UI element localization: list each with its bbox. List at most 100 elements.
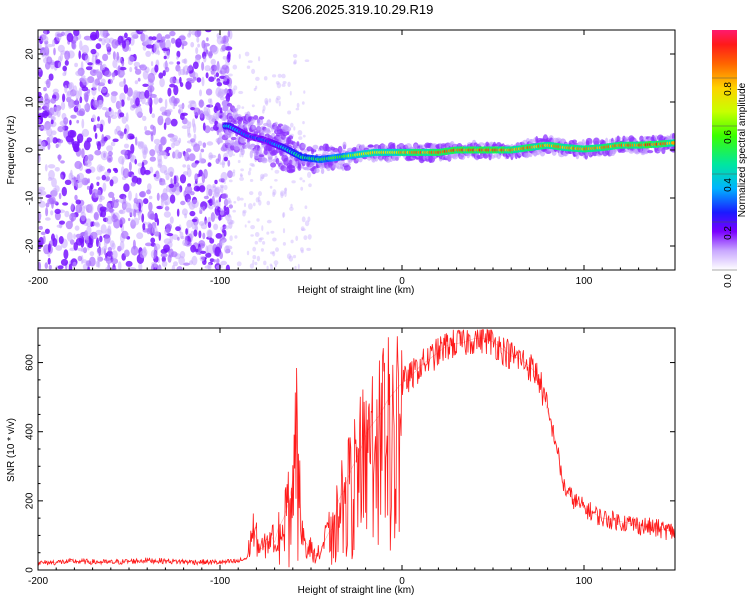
spectrogram-heatmap (38, 30, 675, 270)
noise-blob (268, 98, 272, 103)
noise-blob (218, 91, 222, 95)
ridge-halo (258, 116, 265, 120)
ridge-halo (306, 146, 313, 152)
noise-blob (186, 167, 192, 178)
noise-blob (159, 77, 165, 88)
noise-blob (204, 171, 208, 177)
noise-blob (123, 249, 130, 257)
noise-blob (94, 132, 98, 140)
noise-blob (242, 210, 246, 217)
noise-blob (219, 159, 222, 166)
noise-blob (300, 226, 305, 232)
noise-blob (176, 61, 181, 65)
noise-blob (44, 228, 50, 234)
noise-blob (251, 164, 256, 168)
noise-blob (184, 151, 190, 162)
noise-blob (55, 245, 63, 251)
noise-blob (243, 202, 247, 208)
noise-blob (158, 72, 164, 79)
ridge-halo (263, 129, 271, 134)
noise-blob (38, 200, 46, 208)
noise-blob (197, 43, 201, 48)
noise-blob (223, 76, 228, 82)
snr-series-line (38, 329, 675, 568)
noise-blob (38, 106, 42, 111)
ridge-halo (223, 111, 227, 116)
noise-blob (159, 181, 167, 186)
noise-blob (224, 245, 230, 254)
noise-blob (90, 183, 94, 190)
y-tick-label: 400 (25, 423, 36, 440)
noise-blob (222, 224, 227, 230)
noise-blob (269, 263, 273, 267)
noise-blob (266, 219, 272, 224)
noise-blob (48, 196, 56, 204)
noise-blob (83, 140, 91, 151)
noise-blob (141, 161, 145, 169)
noise-blob (144, 169, 151, 175)
noise-blob (184, 185, 193, 194)
noise-blob (186, 219, 193, 228)
noise-blob (176, 56, 179, 60)
noise-blob (202, 122, 206, 131)
noise-blob (216, 140, 224, 144)
noise-blob (244, 51, 250, 57)
noise-blob (191, 255, 198, 266)
x-tick-label: 0 (399, 576, 405, 587)
noise-blob (164, 34, 171, 39)
ridge-halo (575, 151, 580, 160)
noise-blob (297, 263, 300, 270)
noise-blob (199, 110, 204, 119)
noise-blob (294, 265, 297, 270)
noise-blob (205, 245, 209, 254)
noise-blob (126, 87, 133, 97)
noise-blob (142, 45, 147, 51)
noise-blob (105, 266, 110, 270)
noise-blob (148, 195, 153, 200)
noise-blob (91, 55, 95, 66)
colorbar-tick-label: 0.2 (723, 226, 734, 240)
noise-blob (163, 122, 167, 130)
noise-blob (266, 231, 270, 235)
noise-blob (188, 64, 193, 71)
noise-blob (93, 211, 99, 221)
noise-blob (126, 96, 131, 101)
noise-blob (38, 67, 42, 72)
noise-blob (282, 81, 287, 84)
noise-blob (117, 261, 122, 270)
noise-blob (189, 210, 196, 217)
noise-blob (55, 143, 59, 149)
noise-blob (270, 251, 274, 255)
ridge-halo (647, 150, 654, 154)
ridge-halo (261, 157, 267, 162)
noise-blob (201, 61, 205, 71)
noise-blob (293, 61, 297, 65)
noise-blob (132, 239, 136, 250)
y-tick-label: 0 (25, 567, 36, 573)
noise-blob (128, 217, 131, 222)
noise-blob (302, 179, 306, 183)
noise-blob (219, 240, 225, 246)
noise-blob (153, 96, 159, 105)
noise-blob (93, 124, 97, 132)
noise-blob (111, 242, 116, 250)
noise-blob (118, 199, 125, 203)
noise-blob (223, 180, 226, 185)
noise-blob (90, 31, 98, 41)
noise-blob (111, 267, 117, 270)
noise-blob (266, 200, 271, 206)
noise-blob (239, 176, 245, 181)
noise-blob (183, 262, 190, 266)
ridge-halo (343, 165, 351, 171)
noise-blob (75, 204, 83, 214)
noise-blob (141, 213, 145, 223)
noise-blob (172, 234, 179, 241)
noise-blob (276, 82, 282, 89)
noise-blob (247, 170, 251, 176)
ridge-halo (228, 116, 234, 120)
noise-blob (215, 72, 219, 78)
noise-blob (147, 223, 153, 229)
noise-blob (272, 74, 277, 78)
noise-blob (206, 187, 209, 198)
noise-blob (207, 221, 212, 228)
